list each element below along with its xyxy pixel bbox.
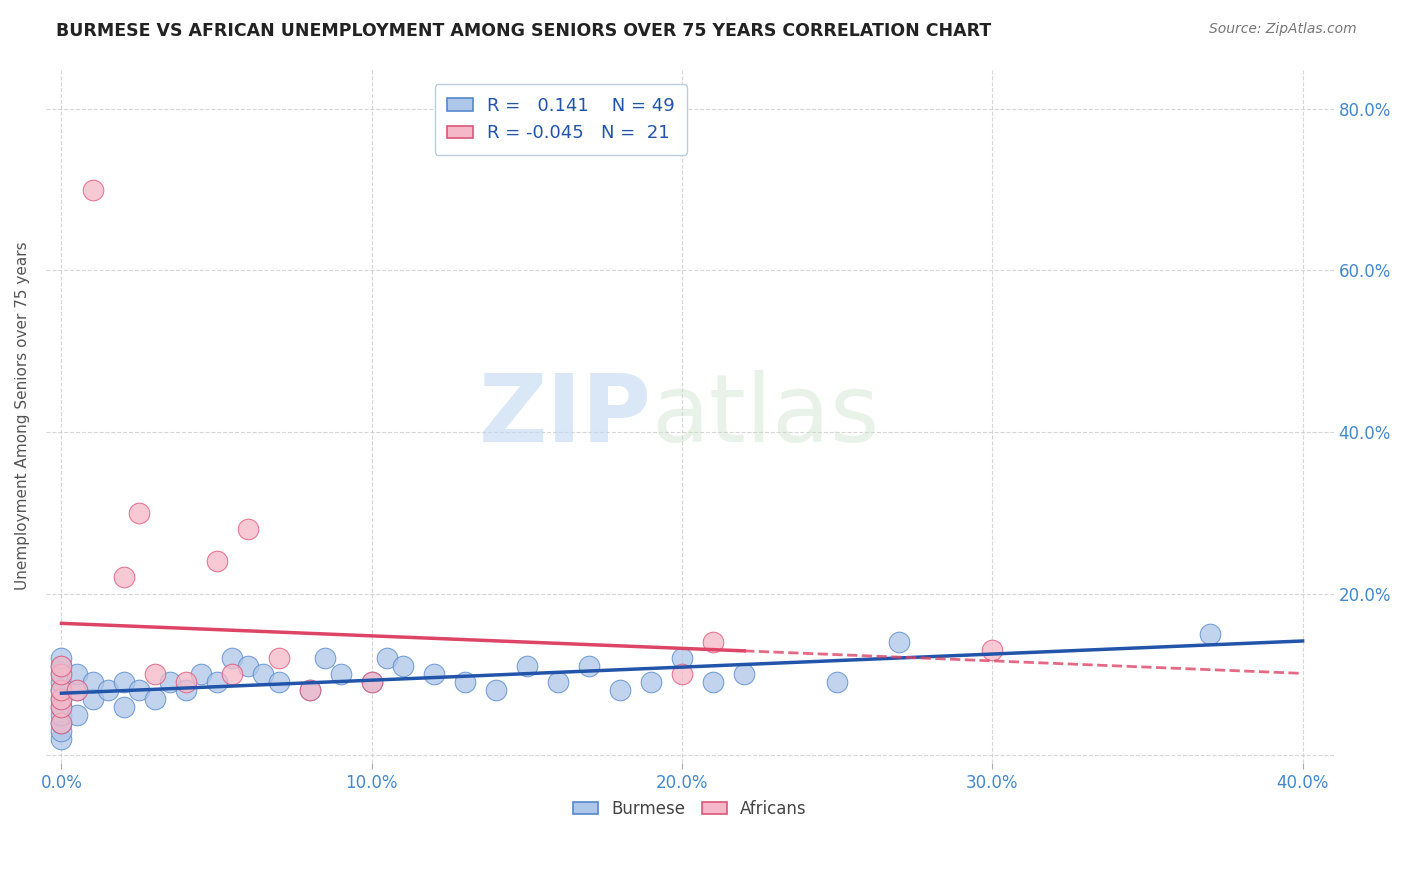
Y-axis label: Unemployment Among Seniors over 75 years: Unemployment Among Seniors over 75 years: [15, 242, 30, 591]
Point: [267, 651, 290, 665]
Point: [66, 683, 89, 698]
Point: [128, 683, 150, 698]
Point: [236, 659, 259, 673]
Point: [360, 675, 382, 690]
Legend: Burmese, Africans: Burmese, Africans: [567, 793, 814, 824]
Point: [391, 659, 413, 673]
Point: [82, 691, 104, 706]
Point: [51, 683, 73, 698]
Text: Source: ZipAtlas.com: Source: ZipAtlas.com: [1209, 22, 1357, 37]
Point: [51, 707, 73, 722]
Point: [267, 675, 290, 690]
Point: [82, 675, 104, 690]
Point: [112, 699, 135, 714]
Point: [174, 675, 197, 690]
Point: [1198, 627, 1220, 641]
Point: [221, 651, 243, 665]
Point: [51, 699, 73, 714]
Point: [51, 683, 73, 698]
Point: [205, 675, 228, 690]
Point: [329, 667, 352, 681]
Point: [51, 667, 73, 681]
Point: [51, 715, 73, 730]
Point: [609, 683, 631, 698]
Point: [51, 675, 73, 690]
Point: [981, 643, 1004, 657]
Point: [159, 675, 181, 690]
Point: [82, 183, 104, 197]
Point: [733, 667, 755, 681]
Point: [51, 667, 73, 681]
Point: [516, 659, 538, 673]
Point: [298, 683, 321, 698]
Point: [640, 675, 662, 690]
Point: [190, 667, 212, 681]
Text: BURMESE VS AFRICAN UNEMPLOYMENT AMONG SENIORS OVER 75 YEARS CORRELATION CHART: BURMESE VS AFRICAN UNEMPLOYMENT AMONG SE…: [56, 22, 991, 40]
Point: [143, 691, 166, 706]
Point: [97, 683, 120, 698]
Point: [66, 667, 89, 681]
Point: [671, 667, 693, 681]
Point: [375, 651, 398, 665]
Point: [128, 506, 150, 520]
Point: [51, 659, 73, 673]
Point: [51, 699, 73, 714]
Point: [51, 715, 73, 730]
Point: [360, 675, 382, 690]
Point: [51, 723, 73, 738]
Point: [51, 731, 73, 746]
Point: [51, 659, 73, 673]
Point: [205, 554, 228, 568]
Point: [298, 683, 321, 698]
Point: [314, 651, 336, 665]
Point: [825, 675, 848, 690]
Point: [547, 675, 569, 690]
Point: [454, 675, 477, 690]
Point: [221, 667, 243, 681]
Point: [51, 691, 73, 706]
Point: [252, 667, 274, 681]
Point: [702, 675, 724, 690]
Point: [889, 635, 911, 649]
Point: [671, 651, 693, 665]
Point: [51, 691, 73, 706]
Point: [423, 667, 446, 681]
Point: [143, 667, 166, 681]
Point: [66, 707, 89, 722]
Text: atlas: atlas: [651, 370, 879, 462]
Point: [578, 659, 600, 673]
Text: ZIP: ZIP: [478, 370, 651, 462]
Point: [66, 683, 89, 698]
Point: [174, 683, 197, 698]
Point: [236, 522, 259, 536]
Point: [702, 635, 724, 649]
Point: [51, 651, 73, 665]
Point: [112, 570, 135, 584]
Point: [485, 683, 508, 698]
Point: [112, 675, 135, 690]
